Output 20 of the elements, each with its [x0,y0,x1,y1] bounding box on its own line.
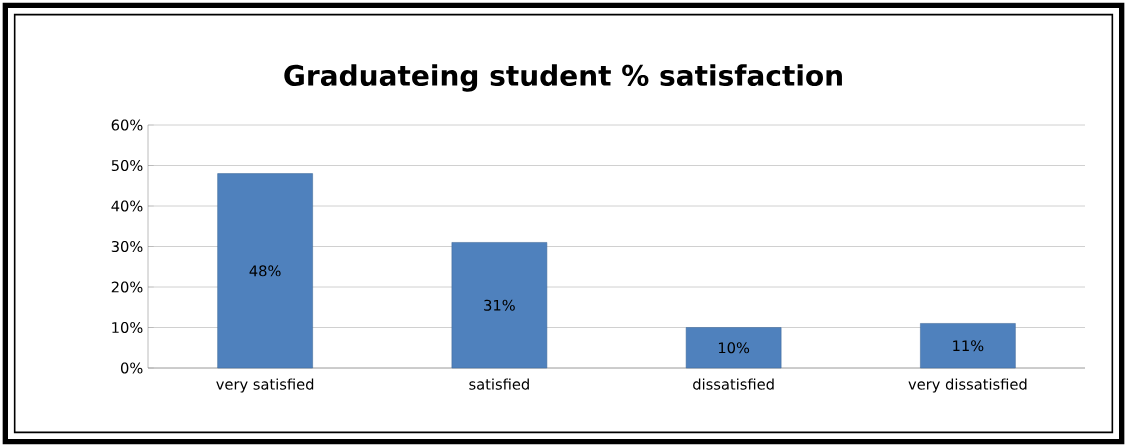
x-tick-label: very satisfied [216,378,314,393]
x-tick-label: very dissatisfied [908,378,1027,393]
y-tick-label: 30% [111,240,143,253]
bar [920,323,1016,369]
data-label: 11% [953,340,984,352]
y-tick-label: 60% [111,119,143,131]
y-tick-label: 50% [111,159,143,172]
chart-title: Graduateing student % satisfaction [284,64,842,92]
bar [217,173,313,369]
bar [451,242,548,369]
data-label: 48% [249,265,281,277]
bar [685,327,782,369]
data-label: 31% [484,299,515,311]
y-tick-label: 20% [111,281,143,293]
data-label: 10% [718,342,750,354]
x-tick-label: satisfied [469,378,529,390]
y-tick-label: 40% [111,200,143,212]
x-tick-label: dissatisfied [693,378,774,390]
y-tick-label: 10% [112,321,143,334]
y-tick-label: 0% [120,362,143,374]
